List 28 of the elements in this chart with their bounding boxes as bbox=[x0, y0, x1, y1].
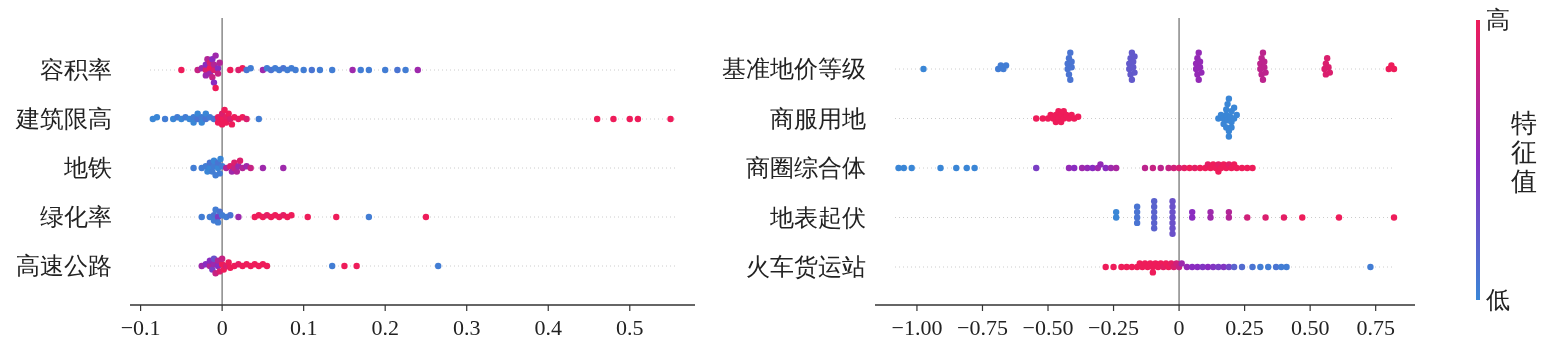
y-tick-label: 容积率 bbox=[40, 57, 112, 83]
y-tick-label: 高速公路 bbox=[16, 253, 112, 279]
y-tick-label: 地铁 bbox=[63, 155, 112, 181]
y-tick-label: 基准地价等级 bbox=[722, 56, 866, 82]
y-tick-label: 绿化率 bbox=[40, 204, 112, 230]
color-bar-title: 特征值 bbox=[1511, 109, 1537, 196]
color-bar-label: 低 bbox=[1486, 287, 1510, 313]
x-tick-label: −0.75 bbox=[957, 315, 1008, 340]
x-tick-label: 0.4 bbox=[534, 315, 562, 340]
y-tick-label: 建筑限高 bbox=[15, 106, 112, 132]
y-tick-label: 商服用地 bbox=[770, 105, 866, 132]
color-bar-label: 高 bbox=[1486, 7, 1510, 33]
y-tick-label: 火车货运站 bbox=[746, 254, 866, 280]
x-tick-label: 0.1 bbox=[289, 315, 318, 340]
x-tick-label: 0.5 bbox=[616, 315, 644, 340]
x-tick-label: 0.3 bbox=[452, 315, 481, 340]
x-tick-label: −1.00 bbox=[891, 315, 943, 340]
x-tick-label: 0.25 bbox=[1225, 315, 1264, 340]
x-tick-label: 0.75 bbox=[1356, 315, 1395, 340]
x-tick-label: −0.25 bbox=[1088, 315, 1139, 340]
y-tick-label: 地表起伏 bbox=[769, 204, 866, 231]
x-tick-label: −0.1 bbox=[120, 315, 161, 340]
x-tick-label: 0.50 bbox=[1290, 315, 1330, 340]
y-tick-label: 商圈综合体 bbox=[746, 155, 866, 181]
x-tick-label: 0 bbox=[216, 315, 228, 340]
x-tick-label: −0.50 bbox=[1022, 315, 1074, 340]
x-tick-label: 0 bbox=[1173, 315, 1185, 340]
x-tick-label: 0.2 bbox=[371, 315, 399, 340]
